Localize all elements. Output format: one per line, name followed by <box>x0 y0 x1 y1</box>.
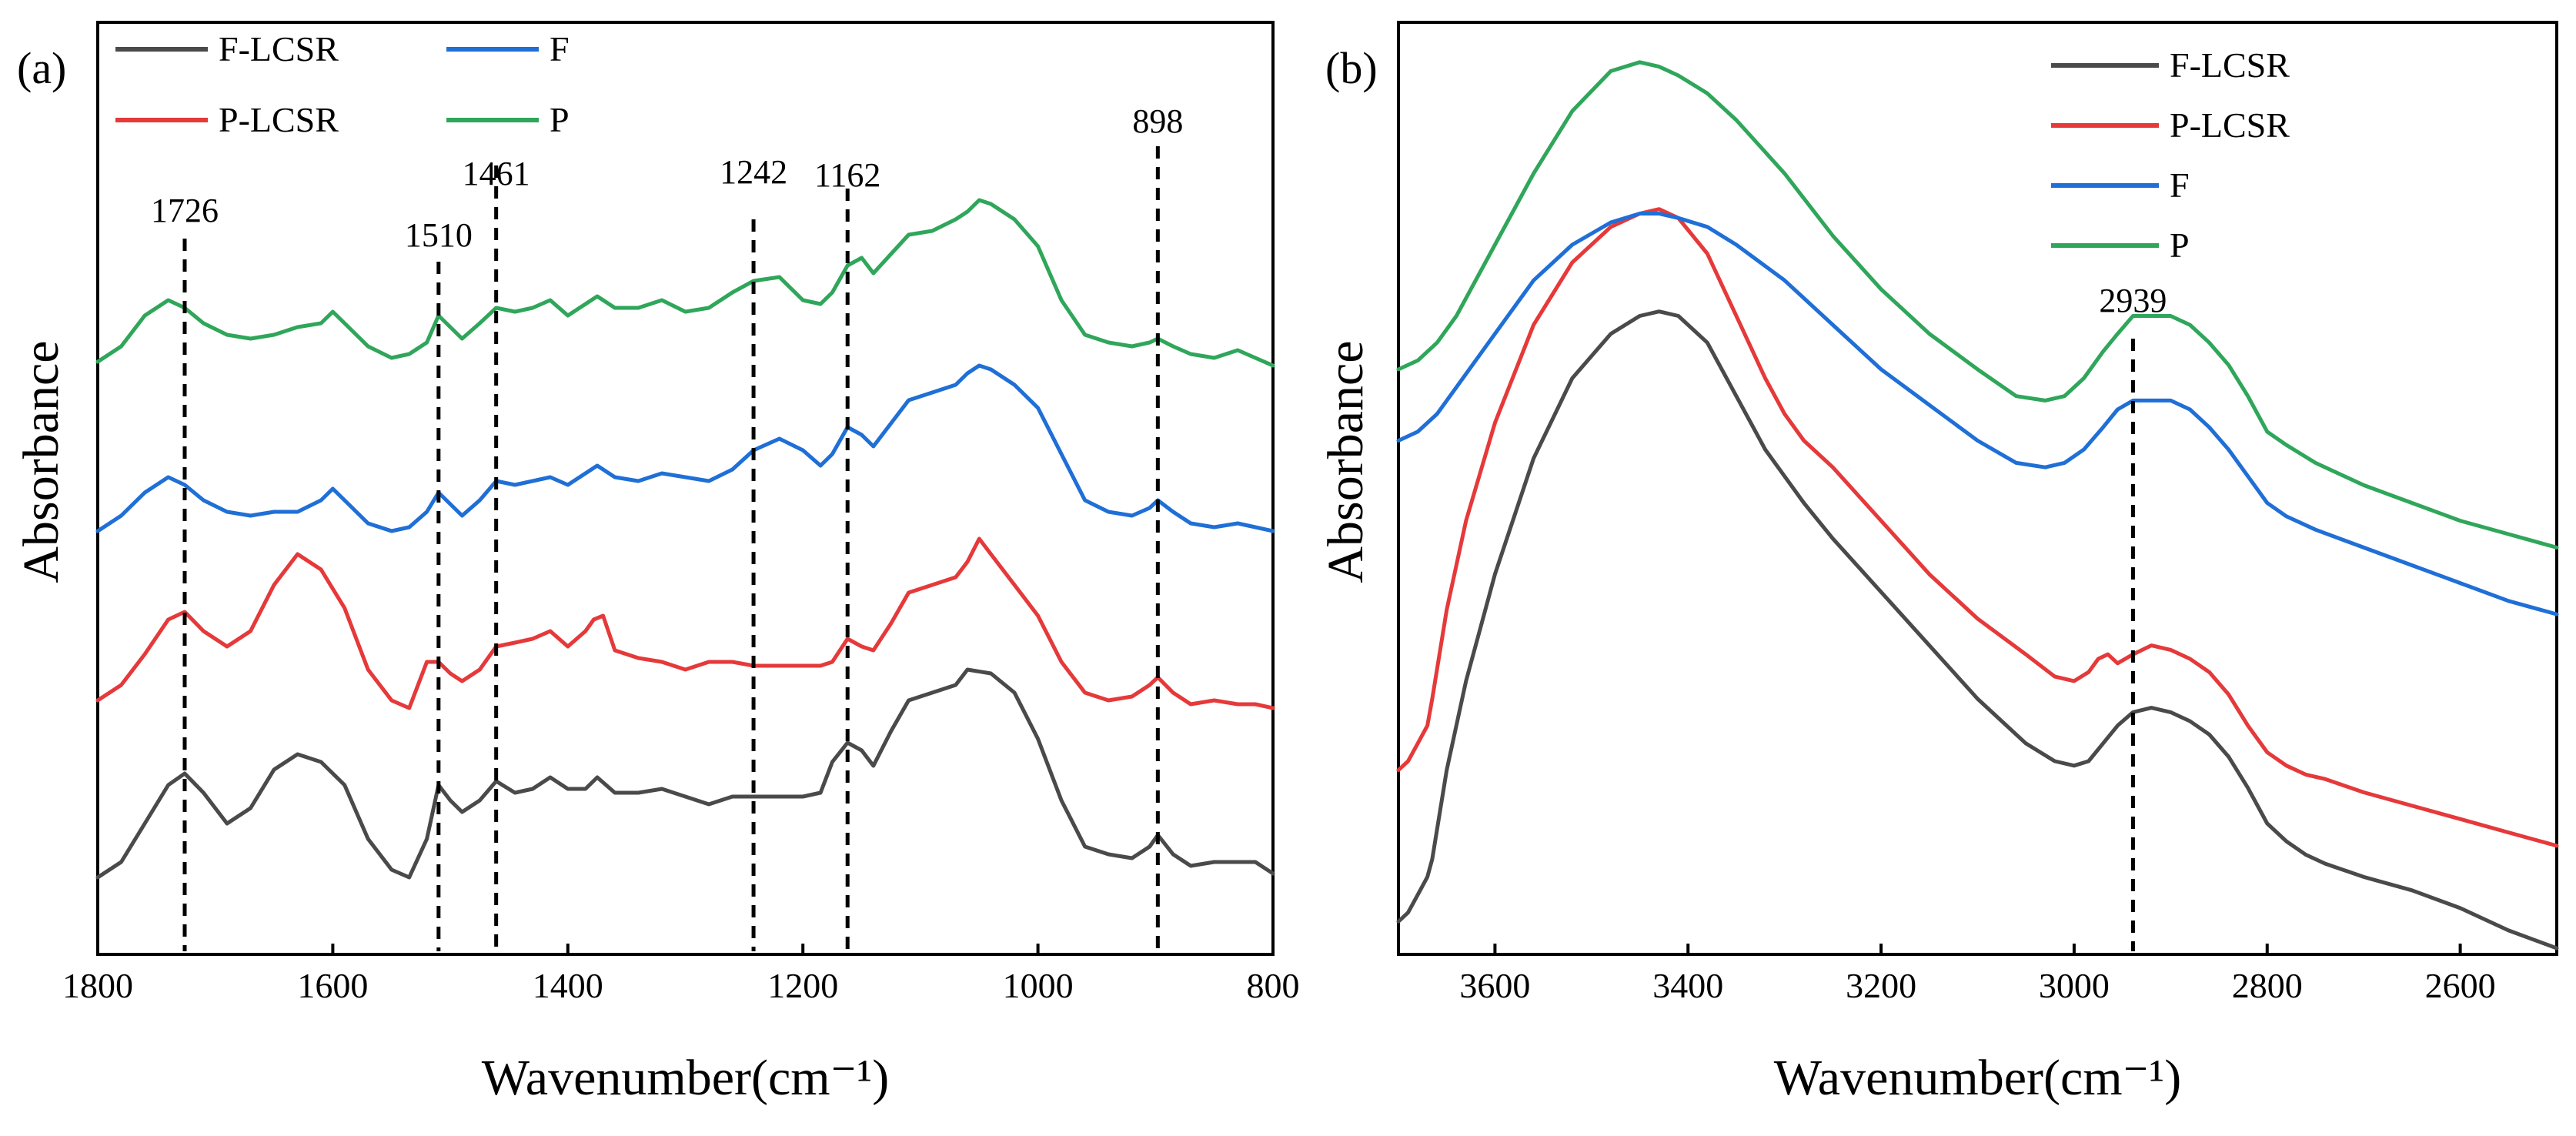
x-tick-label: 2600 <box>2425 966 2496 1005</box>
panel-b: 3600 3400 3200 3000 2800 2600 Wavenumber(cm⁻¹)… <box>1318 21 2559 1106</box>
legend-label-p-lcsr: P-LCSR <box>219 100 339 139</box>
x-tick-label: 3600 <box>1459 966 1530 1005</box>
x-tick-label: 2800 <box>2232 966 2303 1005</box>
series-line-p <box>1396 60 2559 550</box>
legend-label-p: P <box>2170 226 2190 265</box>
series-line-p-lcsr <box>1396 207 2559 848</box>
x-tick-label: 800 <box>1247 966 1300 1005</box>
x-tick-label: 1800 <box>62 966 133 1005</box>
x-tick-label: 3200 <box>1846 966 1916 1005</box>
peak-label-1510: 1510 <box>405 216 473 254</box>
legend-label-p: P <box>550 100 570 139</box>
peak-label-898: 898 <box>1132 102 1183 140</box>
legend-label-f: F <box>2170 165 2190 205</box>
plot-frame <box>96 21 1275 956</box>
panel-label: (b) <box>1325 43 1378 93</box>
x-axis-label: Wavenumber(cm⁻¹) <box>482 1050 889 1106</box>
x-tick-label: 3000 <box>2039 966 2110 1005</box>
plot-frame <box>1397 21 2558 956</box>
series-line-f <box>1396 212 2559 616</box>
y-axis-label: Absorbance <box>1318 340 1374 583</box>
legend-label-f-lcsr: F-LCSR <box>219 29 339 68</box>
x-tick-label: 1400 <box>533 966 603 1005</box>
x-tick-label: 1000 <box>1003 966 1074 1005</box>
x-tick-label: 1600 <box>297 966 368 1005</box>
legend-label-f: F <box>550 29 570 68</box>
series-line-f-lcsr <box>1396 309 2559 951</box>
x-tick-label: 1200 <box>767 966 838 1005</box>
series-line-f-lcsr <box>95 667 1275 880</box>
peak-label-2939: 2939 <box>2099 282 2167 319</box>
peak-label-1162: 1162 <box>814 156 880 194</box>
legend-label-p-lcsr: P-LCSR <box>2170 105 2290 145</box>
x-axis-label: Wavenumber(cm⁻¹) <box>1774 1050 2181 1106</box>
peak-label-1726: 1726 <box>151 192 219 229</box>
panel-a: 1800 1600 1400 1200 1000 800 Wavenumber(cm⁻¹) A… <box>13 21 1300 1106</box>
legend-label-f-lcsr: F-LCSR <box>2170 45 2290 85</box>
y-axis-label: Absorbance <box>13 340 69 583</box>
series-line-f <box>95 363 1275 533</box>
series-line-p <box>95 198 1275 368</box>
panel-label: (a) <box>17 43 66 93</box>
peak-label-1461: 1461 <box>463 155 530 192</box>
x-tick-label: 3400 <box>1652 966 1723 1005</box>
peak-label-1242: 1242 <box>720 153 787 191</box>
series-line-p-lcsr <box>95 536 1275 710</box>
